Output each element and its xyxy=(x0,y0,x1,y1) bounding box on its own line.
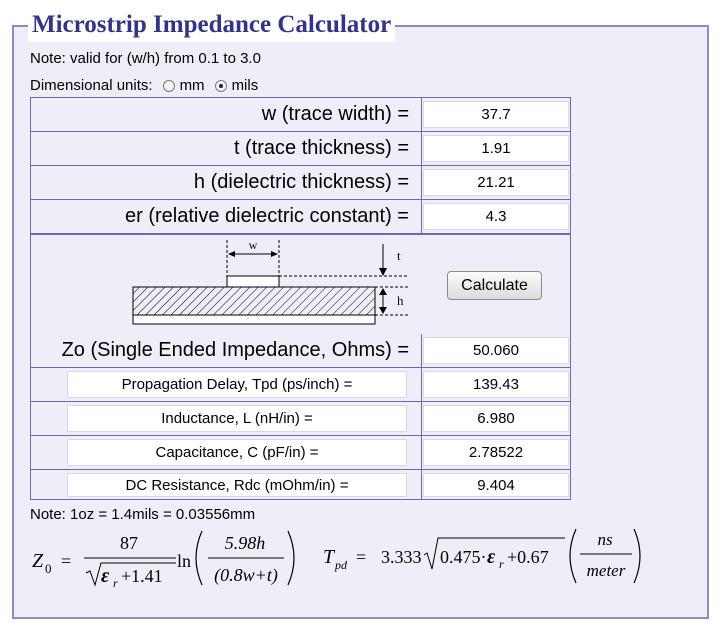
svg-text:0.475·: 0.475· xyxy=(440,547,487,567)
trace-width-label: w (trace width) = xyxy=(261,103,409,125)
calculator-table: w (trace width) = 37.7 t (trace thicknes… xyxy=(30,97,571,500)
radio-mm-label: mm xyxy=(179,77,205,94)
propagation-delay-label: Propagation Delay, Tpd (ps/inch) = xyxy=(67,371,407,398)
dielectric-constant-input[interactable]: 4.3 xyxy=(423,203,569,230)
svg-text:ln: ln xyxy=(177,551,191,571)
dc-resistance-label: DC Resistance, Rdc (mOhm/in) = xyxy=(67,473,407,497)
capacitance-label: Capacitance, C (pF/in) = xyxy=(67,439,407,466)
svg-text:(0.8w+t): (0.8w+t) xyxy=(214,565,278,586)
page-title: Microstrip Impedance Calculator xyxy=(28,8,396,42)
radio-mils-label: mils xyxy=(231,77,259,94)
dielectric-thickness-label: h (dielectric thickness) = xyxy=(193,171,409,193)
row-dielectric-thickness: h (dielectric thickness) = 21.21 xyxy=(31,166,570,200)
row-capacitance: Capacitance, C (pF/in) = 2.78522 xyxy=(31,436,570,470)
h-label: h xyxy=(397,293,404,308)
svg-text:5.98h: 5.98h xyxy=(225,533,266,553)
radio-mm[interactable] xyxy=(162,79,175,92)
svg-text:=: = xyxy=(356,547,366,567)
trace-thickness-label: t (trace thickness) = xyxy=(233,137,409,159)
svg-text:T: T xyxy=(323,546,336,568)
propagation-delay-value: 139.43 xyxy=(423,371,569,398)
row-trace-thickness: t (trace thickness) = 1.91 xyxy=(31,132,570,166)
zo-label: Zo (Single Ended Impedance, Ohms) = xyxy=(61,339,409,361)
calculate-button[interactable]: Calculate xyxy=(447,271,542,300)
svg-text:r: r xyxy=(113,576,118,590)
tpd-formula: T pd = 3.333 0.475· ε r +0.67 ns meter xyxy=(323,528,641,584)
w-label: w xyxy=(249,238,258,252)
svg-text:meter: meter xyxy=(587,561,626,580)
row-dc-resistance: DC Resistance, Rdc (mOhm/in) = 9.404 xyxy=(31,470,570,500)
zo-formula: Z 0 = 87 ε r +1.41 ln 5.98h (0.8w+t) xyxy=(32,530,295,590)
oz-note: Note: 1oz = 1.4mils = 0.03556mm xyxy=(30,506,256,523)
units-selector: Dimensional units: mm mils xyxy=(30,77,258,94)
inductance-value: 6.980 xyxy=(423,405,569,432)
row-propagation-delay: Propagation Delay, Tpd (ps/inch) = 139.4… xyxy=(31,368,570,402)
svg-text:87: 87 xyxy=(120,533,138,553)
svg-text:ε: ε xyxy=(101,565,110,587)
svg-text:ε: ε xyxy=(487,546,496,568)
capacitance-value: 2.78522 xyxy=(423,439,569,466)
dc-resistance-value: 9.404 xyxy=(423,473,569,497)
zo-value: 50.060 xyxy=(423,337,569,364)
row-inductance: Inductance, L (nH/in) = 6.980 xyxy=(31,402,570,436)
units-label: Dimensional units: xyxy=(30,77,153,94)
svg-text:=: = xyxy=(61,551,71,571)
svg-text:r: r xyxy=(499,557,504,571)
svg-text:+1.41: +1.41 xyxy=(121,566,163,586)
row-diagram: w t h Calculate xyxy=(31,234,570,325)
dielectric-constant-label: er (relative dielectric constant) = xyxy=(124,205,409,227)
svg-text:0: 0 xyxy=(45,561,52,576)
inductance-label: Inductance, L (nH/in) = xyxy=(67,405,407,432)
validity-note: Note: valid for (w/h) from 0.1 to 3.0 xyxy=(30,50,261,67)
svg-text:ns: ns xyxy=(597,530,613,549)
svg-text:pd: pd xyxy=(334,558,348,572)
row-dielectric-constant: er (relative dielectric constant) = 4.3 xyxy=(31,200,570,234)
svg-text:3.333: 3.333 xyxy=(381,547,422,567)
dielectric-thickness-input[interactable]: 21.21 xyxy=(423,169,569,196)
microstrip-diagram: w t h xyxy=(132,238,409,325)
t-label: t xyxy=(397,248,401,263)
formulas: Z 0 = 87 ε r +1.41 ln 5.98h (0.8w+t) T p… xyxy=(32,528,641,590)
svg-text:Z: Z xyxy=(32,550,44,572)
row-zo: Zo (Single Ended Impedance, Ohms) = 50.0… xyxy=(31,334,570,368)
svg-text:+0.67: +0.67 xyxy=(507,547,549,567)
radio-mils[interactable] xyxy=(214,79,227,92)
trace-width-input[interactable]: 37.7 xyxy=(423,101,569,128)
trace-thickness-input[interactable]: 1.91 xyxy=(423,135,569,162)
row-trace-width: w (trace width) = 37.7 xyxy=(31,98,570,132)
